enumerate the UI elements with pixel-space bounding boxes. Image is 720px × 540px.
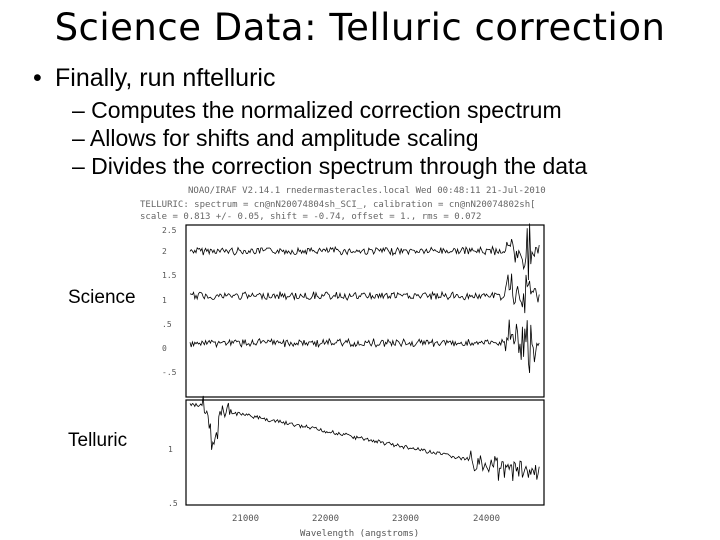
bullet-dot-icon: • xyxy=(33,64,42,92)
science-y-tick: 0 xyxy=(162,344,167,353)
x-tick-label: 23000 xyxy=(392,514,419,524)
science-y-tick: 2 xyxy=(162,247,167,256)
x-tick-label: 22000 xyxy=(312,514,339,524)
main-bullet: • Finally, run nftelluric xyxy=(33,64,275,93)
science-y-tick: -.5 xyxy=(162,368,177,377)
main-bullet-text: Finally, run nftelluric xyxy=(55,64,276,92)
telluric-label: Telluric xyxy=(68,430,128,451)
sub-bullet-1: – Computes the normalized correction spe… xyxy=(72,97,562,123)
sub-bullet-3: – Divides the correction spectrum throug… xyxy=(72,153,588,179)
telluric-panel-frame xyxy=(185,399,545,506)
telluric-spectrum-trace xyxy=(189,395,540,482)
slide-title: Science Data: Telluric correction xyxy=(54,6,666,49)
x-tick-label: 24000 xyxy=(473,514,500,524)
science-y-tick: 1 xyxy=(162,296,167,305)
x-axis-label: Wavelength (angstroms) xyxy=(300,529,419,539)
science-y-tick: 1.5 xyxy=(162,271,177,280)
science-spectrum-trace xyxy=(189,223,540,281)
science-spectrum-trace xyxy=(189,319,540,374)
science-panel-frame xyxy=(185,224,545,398)
figure-header-line-3: scale = 0.813 +/- 0.05, shift = -0.74, o… xyxy=(140,212,481,222)
science-label: Science xyxy=(68,287,136,308)
science-spectrum-trace xyxy=(189,273,540,314)
science-y-tick: 2.5 xyxy=(162,226,177,235)
telluric-y-tick: 1 xyxy=(168,445,173,454)
telluric-y-tick: .5 xyxy=(168,499,178,508)
figure-header-line-2: TELLURIC: spectrum = cn@nN20074804sh_SCI… xyxy=(140,200,536,210)
sub-bullet-2: – Allows for shifts and amplitude scalin… xyxy=(72,125,479,151)
figure-header-line-1: NOAO/IRAF V2.14.1 rnedermasteracles.loca… xyxy=(188,186,546,196)
science-y-tick: .5 xyxy=(162,320,172,329)
x-tick-label: 21000 xyxy=(232,514,259,524)
